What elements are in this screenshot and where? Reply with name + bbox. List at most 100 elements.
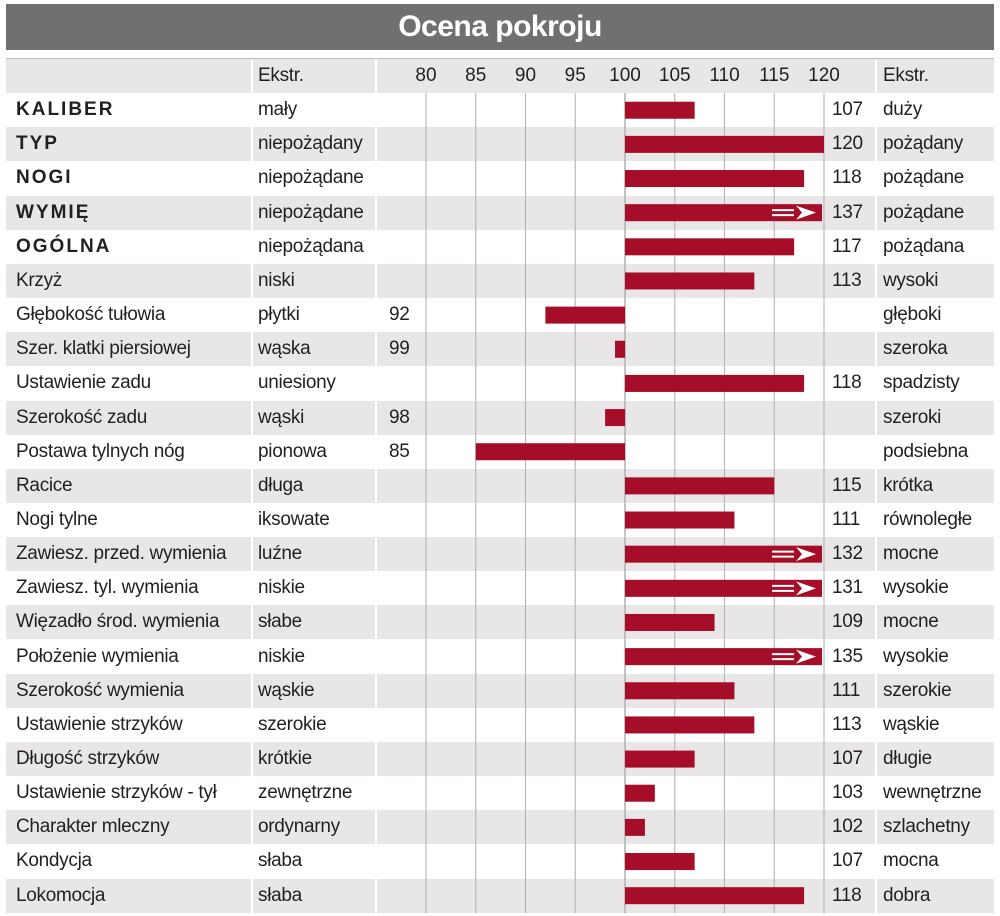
trait-name: Położenie wymienia — [16, 645, 179, 667]
value-label: 85 — [389, 440, 410, 462]
trait-name: NOGI — [16, 167, 73, 189]
bar — [605, 409, 625, 427]
value-label: 118 — [832, 167, 862, 189]
left-extreme: niskie — [258, 577, 305, 599]
bar — [625, 784, 655, 802]
value-label: 135 — [832, 645, 863, 667]
bar — [545, 306, 625, 324]
table-row: Ustawienie strzyków - tył zewnętrzne 103 we… — [6, 776, 994, 810]
bar — [625, 170, 805, 188]
bar — [625, 477, 775, 495]
value-label: 132 — [832, 543, 863, 565]
value-label: 99 — [389, 338, 410, 360]
overflow-arrow-icon — [772, 649, 816, 664]
trait-name: Zawiesz. tyl. wymienia — [16, 577, 199, 599]
trait-name: Więzadło środ. wymienia — [16, 611, 220, 633]
table-row: Nogi tylne iksowate 111 równoległe — [6, 503, 994, 537]
table-row: NOGI niepożądane 118 pożądane — [6, 161, 994, 195]
trait-name: Charakter mleczny — [16, 816, 170, 838]
trait-name: WYMIĘ — [16, 201, 91, 223]
table-row: Kondycja słaba 107 mocna — [6, 844, 994, 878]
left-extreme: pionowa — [258, 440, 327, 462]
right-extreme: szlachetny — [883, 816, 970, 838]
left-extreme: słabe — [258, 611, 302, 633]
left-extreme: słaba — [258, 850, 302, 872]
bar — [625, 716, 755, 734]
value-label: 92 — [389, 304, 410, 326]
right-extreme: krótka — [883, 474, 933, 496]
table-row: WYMIĘ niepożądane 137 pożądane — [6, 195, 994, 230]
right-extreme: spadzisty — [883, 372, 960, 394]
left-extreme: mały — [258, 99, 297, 121]
value-label: 137 — [832, 201, 863, 223]
bar — [625, 682, 735, 700]
left-extreme: wąski — [258, 406, 305, 428]
tick-label: 90 — [514, 65, 537, 86]
table-row: OGÓLNA niepożądana 117 pożądana — [6, 230, 994, 264]
right-extreme: mocne — [883, 543, 939, 565]
table-row: Zawiesz. tyl. wymienia niskie 131 wysokie — [6, 571, 994, 605]
overflow-arrow-icon — [772, 205, 816, 220]
right-extreme: szeroki — [883, 406, 942, 428]
value-label: 107 — [832, 99, 863, 121]
header-row: Ekstr. 80 85 90 95 100 105 110 115 120 Ekstr. — [6, 59, 994, 93]
column-divider — [875, 59, 877, 913]
right-extreme: mocna — [883, 850, 939, 872]
value-label: 115 — [832, 474, 862, 496]
bar — [625, 204, 822, 222]
trait-name: Kondycja — [16, 850, 92, 872]
left-extreme: słaba — [258, 884, 302, 906]
table-row: Więzadło środ. wymienia słabe 109 mocne — [6, 605, 994, 640]
bar — [625, 613, 715, 631]
value-label: 118 — [832, 372, 862, 394]
right-extreme-header: Ekstr. — [883, 65, 929, 86]
tick-label: 115 — [759, 65, 790, 86]
value-label: 111 — [832, 508, 860, 530]
left-extreme: płytki — [258, 304, 300, 326]
right-extreme: dobra — [883, 884, 931, 906]
value-label: 131 — [832, 577, 863, 599]
tick-label: 105 — [658, 65, 691, 86]
left-extreme: zewnętrzne — [258, 782, 353, 804]
left-extreme: niskie — [258, 645, 305, 667]
bar — [625, 135, 824, 153]
bar — [615, 340, 625, 358]
column-divider — [375, 59, 377, 913]
left-extreme: iksowate — [258, 508, 330, 530]
table-row: Ustawienie zadu uniesiony 118 spadzisty — [6, 366, 994, 400]
table-row: Szerokość zadu wąski 98 szeroki — [6, 400, 994, 435]
table-row: Ustawienie strzyków szerokie 113 wąskie — [6, 708, 994, 742]
trait-name: Zawiesz. przed. wymienia — [16, 543, 227, 565]
value-label: 111 — [832, 679, 860, 701]
trait-name: Ustawienie strzyków — [16, 713, 183, 735]
bar — [625, 579, 822, 597]
right-extreme: duży — [883, 99, 922, 121]
tick-label: 100 — [609, 65, 641, 86]
right-extreme: głęboki — [883, 304, 942, 326]
right-extreme: wysoki — [883, 269, 939, 291]
value-label: 117 — [832, 235, 862, 257]
trait-name: KALIBER — [16, 99, 115, 121]
bar — [475, 443, 625, 461]
table-row: Lokomocja słaba 118 dobra — [6, 878, 994, 913]
bar — [625, 750, 695, 768]
bar — [625, 648, 822, 666]
bar — [625, 818, 645, 836]
left-extreme: wąskie — [258, 679, 315, 701]
right-extreme: pożądana — [883, 235, 965, 257]
left-extreme: długa — [258, 474, 303, 496]
bar — [625, 374, 805, 392]
bar — [625, 887, 805, 905]
table-row: Postawa tylnych nóg pionowa 85 podsiebna — [6, 435, 994, 469]
right-extreme: równoległe — [883, 508, 972, 530]
column-divider — [251, 59, 253, 913]
left-extreme: szerokie — [258, 713, 327, 735]
overflow-arrow-icon — [772, 547, 816, 562]
right-extreme: szeroka — [883, 338, 948, 360]
left-extreme: wąska — [258, 338, 311, 360]
left-extreme: luźne — [258, 543, 302, 565]
table-row: TYP niepożądany 120 pożądany — [6, 127, 994, 162]
trait-name: TYP — [16, 133, 59, 155]
trait-name: Ustawienie zadu — [16, 372, 151, 394]
right-extreme: wewnętrzne — [883, 782, 982, 804]
